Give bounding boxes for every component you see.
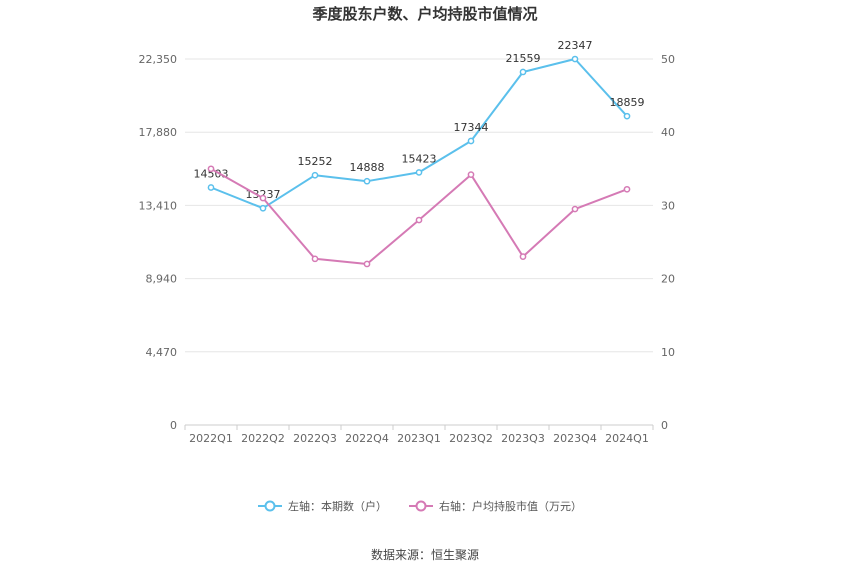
left-tick-label: 17,880: [139, 126, 178, 139]
legend-swatch-marker: [264, 500, 276, 512]
series-line-1: [210, 167, 628, 265]
data-point-1: [467, 171, 475, 179]
x-tick-label: 2022Q1: [189, 432, 233, 445]
x-tick-label: 2023Q1: [397, 432, 441, 445]
series-line-0: [210, 58, 628, 210]
x-tick-label: 2022Q2: [241, 432, 285, 445]
data-label: 21559: [506, 52, 541, 65]
left-tick-label: 8,940: [146, 273, 178, 286]
data-point-0: [467, 137, 475, 145]
data-label: 22347: [558, 39, 593, 52]
x-tick-label: 2022Q4: [345, 432, 389, 445]
data-point-0: [571, 55, 579, 63]
data-point-1: [311, 255, 319, 263]
grid: [185, 58, 653, 426]
data-point-1: [207, 165, 215, 173]
right-tick-label: 10: [661, 346, 675, 359]
data-point-0: [259, 204, 267, 212]
data-label: 15252: [298, 155, 333, 168]
chart-title: 季度股东户数、户均持股市值情况: [312, 5, 537, 23]
x-tick-label: 2023Q3: [501, 432, 545, 445]
right-tick-label: 20: [661, 273, 675, 286]
data-point-1: [415, 216, 423, 224]
x-tick-label: 2024Q1: [605, 432, 649, 445]
left-tick-label: 22,350: [139, 53, 178, 66]
legend: 左轴：本期数（户） 右轴：户均持股市值（万元）: [258, 499, 582, 513]
x-tick-label: 2022Q3: [293, 432, 337, 445]
right-tick-label: 0: [661, 419, 668, 432]
data-point-0: [519, 68, 527, 76]
right-tick-label: 30: [661, 199, 675, 212]
right-tick-label: 40: [661, 126, 675, 139]
data-point-1: [571, 205, 579, 213]
x-axis: 2022Q1 2022Q2 2022Q3 2022Q4 2023Q1 2023Q2 2023…: [184, 425, 654, 445]
data-point-0: [623, 112, 631, 120]
data-point-0: [363, 177, 371, 185]
data-point-1: [623, 185, 631, 193]
x-tick-label: 2023Q2: [449, 432, 493, 445]
data-point-0: [311, 171, 319, 179]
left-tick-label: 0: [170, 419, 177, 432]
right-axis: 0 10 20 30 40 50: [661, 53, 675, 432]
data-label: 15423: [402, 152, 437, 165]
left-axis: 0 4,470 8,940 13,410 17,880 22,350: [139, 53, 178, 432]
data-label: 17344: [454, 121, 489, 134]
series-layer: 1450313237152521488815423173442155922347…: [194, 39, 645, 268]
data-label: 14503: [194, 168, 229, 181]
data-label: 18859: [610, 96, 645, 109]
data-source: 数据来源：恒生聚源: [371, 547, 479, 562]
data-point-0: [415, 169, 423, 176]
data-point-1: [259, 194, 267, 202]
left-tick-label: 4,470: [146, 346, 178, 359]
data-point-1: [363, 260, 371, 268]
x-tick-label: 2023Q4: [553, 432, 597, 445]
data-label: 14888: [350, 161, 385, 174]
legend-label: 左轴：本期数（户）: [288, 499, 387, 513]
legend-swatch-marker: [415, 500, 427, 512]
data-point-1: [519, 253, 527, 260]
data-point-0: [207, 184, 215, 191]
left-tick-label: 13,410: [139, 199, 178, 212]
right-tick-label: 50: [661, 53, 675, 66]
legend-label: 右轴：户均持股市值（万元）: [439, 499, 582, 513]
